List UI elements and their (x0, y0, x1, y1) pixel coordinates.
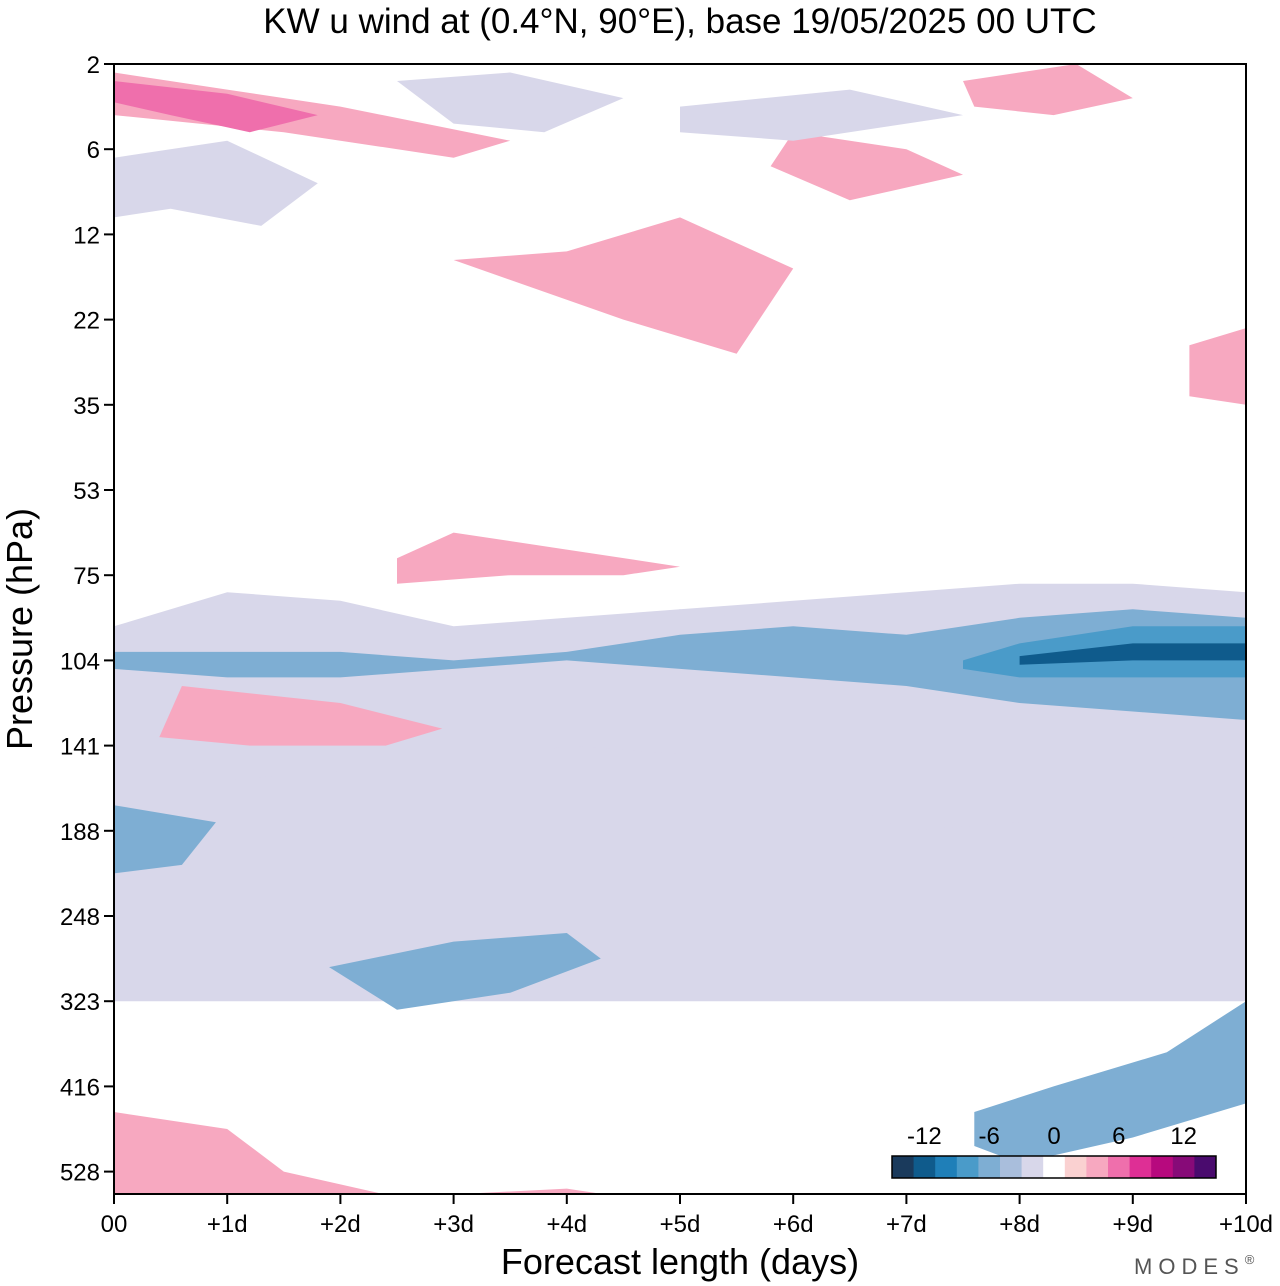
y-tick-label: 323 (60, 989, 100, 1016)
contour-region-12 (114, 1112, 603, 1194)
x-tick-label: +9d (1112, 1211, 1153, 1238)
colorbar-swatch (1129, 1156, 1152, 1178)
colorbar-swatch (935, 1156, 958, 1178)
colorbar-frame (891, 1155, 1217, 1179)
x-axis-title: Forecast length (days) (501, 1241, 859, 1282)
colorbar-label: 0 (1047, 1123, 1060, 1150)
contour-region-11 (770, 132, 963, 201)
y-axis-title: Pressure (hPa) (0, 508, 40, 750)
colorbar-swatch (1064, 1156, 1087, 1178)
x-tick-label: +4d (546, 1211, 587, 1238)
contour-region-16 (397, 72, 624, 133)
y-tick-label: 248 (60, 904, 100, 931)
brand-text: MODES (1134, 1254, 1245, 1279)
contour-region-8 (159, 686, 443, 746)
colorbar-label: 12 (1170, 1123, 1197, 1150)
contour-region-17 (680, 89, 963, 141)
colorbar-swatch (892, 1156, 915, 1178)
colorbar-swatch (1086, 1156, 1109, 1178)
y-tick-label: 12 (73, 222, 100, 249)
y-tick-label: 75 (73, 563, 100, 590)
y-tick-label: 22 (73, 308, 100, 335)
contour-layer (114, 64, 1246, 1194)
contour-region-10 (453, 217, 794, 354)
y-tick-label: 2 (87, 52, 100, 79)
colorbar-swatch (1108, 1156, 1131, 1178)
colorbar-label: -12 (907, 1123, 942, 1150)
x-tick-label: +5d (660, 1211, 701, 1238)
chart-title: KW u wind at (0.4°N, 90°E), base 19/05/2… (263, 2, 1096, 41)
brand-mark: ® (1245, 1252, 1261, 1267)
y-tick-label: 53 (73, 478, 100, 505)
colorbar-swatch (1043, 1156, 1066, 1178)
x-tick-label: +1d (207, 1211, 248, 1238)
x-tick-label: +8d (999, 1211, 1040, 1238)
x-tick-label: +2d (320, 1211, 361, 1238)
contour-region-14 (114, 81, 318, 133)
brand-logo: MODES® (1134, 1252, 1260, 1279)
contour-region-2 (114, 609, 1246, 720)
contour-region-18 (963, 64, 1133, 116)
colorbar-swatch (956, 1156, 979, 1178)
colorbar-label: -6 (979, 1123, 1000, 1150)
x-tick-label: +10d (1219, 1211, 1273, 1238)
contour-region-9 (397, 532, 680, 584)
x-tick-label: +6d (773, 1211, 814, 1238)
contour-region-7 (114, 805, 216, 874)
y-axis: 2 6 12 22 35 53 75 104 141 188 248 323 416 528 (60, 52, 114, 1187)
colorbar-swatch (1172, 1156, 1195, 1178)
contour-region-5 (329, 933, 601, 1010)
colorbar: -12 -6 0 6 12 (891, 1123, 1217, 1179)
colorbar-swatch (1194, 1156, 1217, 1178)
y-tick-label: 141 (60, 734, 100, 761)
colorbar-swatch (913, 1156, 936, 1178)
x-tick-label: +7d (886, 1211, 927, 1238)
colorbar-swatch (1000, 1156, 1023, 1178)
colorbar-swatch (1021, 1156, 1044, 1178)
y-tick-label: 6 (87, 137, 100, 164)
contour-region-19 (1189, 328, 1246, 405)
contour-region-15 (114, 140, 318, 226)
x-axis: 00 +1d +2d +3d +4d +5d +6d +7d +8d +9d +10d (101, 1194, 1273, 1238)
colorbar-swatch (1151, 1156, 1174, 1178)
x-tick-label: 00 (101, 1211, 128, 1238)
contour-region-4 (1019, 643, 1246, 665)
y-tick-label: 528 (60, 1160, 100, 1187)
y-tick-label: 35 (73, 393, 100, 420)
contour-region-6 (974, 1001, 1246, 1164)
colorbar-label: 6 (1112, 1123, 1125, 1150)
colorbar-swatch (978, 1156, 1001, 1178)
x-tick-label: +3d (433, 1211, 474, 1238)
y-tick-label: 416 (60, 1074, 100, 1101)
y-tick-label: 104 (60, 648, 100, 675)
y-tick-label: 188 (60, 819, 100, 846)
plot-area (113, 63, 1247, 1195)
